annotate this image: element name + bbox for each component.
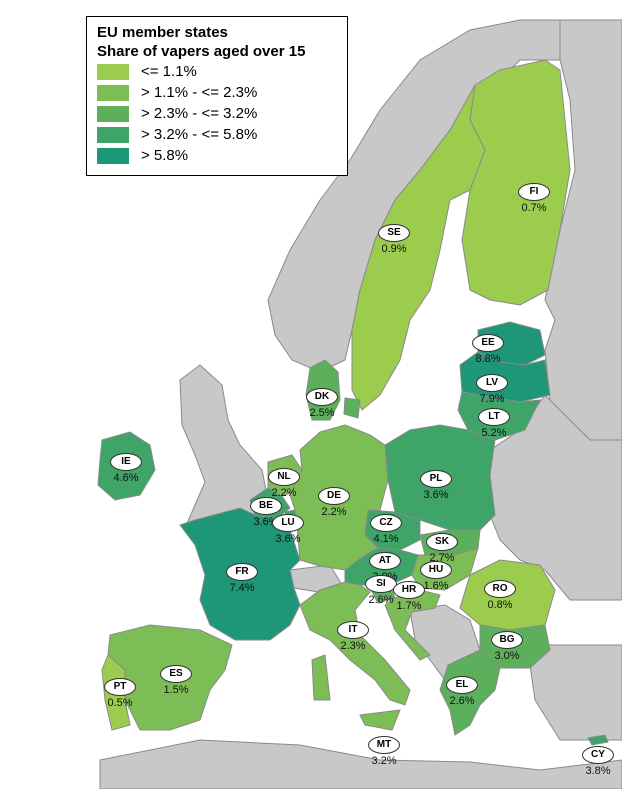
country-code: PL	[420, 470, 452, 488]
country-code: ES	[160, 665, 192, 683]
country-value: 0.5%	[107, 697, 133, 709]
country-label-BG: BG 3.0%	[485, 631, 529, 663]
country-value: 0.8%	[487, 599, 513, 611]
non-eu-land	[99, 19, 622, 789]
country-value: 3.6%	[423, 489, 449, 501]
country-code: IT	[337, 621, 369, 639]
country-label-CZ: CZ 4.1%	[364, 514, 408, 546]
land-turkey	[529, 644, 622, 741]
country-value: 2.6%	[449, 695, 475, 707]
country-label-DK: DK 2.5%	[300, 388, 344, 420]
country-value: 2.2%	[321, 506, 347, 518]
country-code: FI	[518, 183, 550, 201]
country-code: LU	[272, 514, 304, 532]
country-code: CZ	[370, 514, 402, 532]
legend-item: > 3.2% - <= 5.8%	[97, 124, 337, 145]
country-SE	[351, 84, 486, 411]
legend-item: > 1.1% - <= 2.3%	[97, 82, 337, 103]
country-value: 2.6%	[368, 594, 394, 606]
country-label-IE: IE 4.6%	[104, 453, 148, 485]
legend-swatch	[97, 147, 129, 164]
country-HR	[384, 589, 441, 661]
legend-swatch	[97, 63, 129, 80]
country-code: FR	[226, 563, 258, 581]
country-value: 2.5%	[309, 407, 335, 419]
country-value: 5.2%	[481, 427, 507, 439]
country-code: DE	[318, 487, 350, 505]
country-value: 1.5%	[163, 684, 189, 696]
country-value: 1.7%	[396, 600, 422, 612]
country-code: HR	[393, 581, 425, 599]
country-label-IT: IT 2.3%	[331, 621, 375, 653]
land-north-africa	[99, 739, 622, 789]
country-label-FR: FR 7.4%	[220, 563, 264, 595]
country-code: HU	[420, 561, 452, 579]
country-value: 1.6%	[423, 580, 449, 592]
country-code: PT	[104, 678, 136, 696]
country-label-SE: SE 0.9%	[372, 224, 416, 256]
legend-label: > 2.3% - <= 3.2%	[141, 105, 258, 122]
country-code: NL	[268, 468, 300, 486]
country-label-HU: HU 1.6%	[414, 561, 458, 593]
legend-swatch	[97, 126, 129, 143]
country-label-FI: FI 0.7%	[512, 183, 556, 215]
country-value: 3.0%	[494, 650, 520, 662]
country-value: 0.7%	[521, 202, 547, 214]
country-code: SK	[426, 533, 458, 551]
legend-label: > 5.8%	[141, 147, 189, 164]
country-label-RO: RO 0.8%	[478, 580, 522, 612]
country-value: 7.9%	[479, 393, 505, 405]
country-code: BG	[491, 631, 523, 649]
country-label-EL: EL 2.6%	[440, 676, 484, 708]
country-code: SE	[378, 224, 410, 242]
country-label-EE: EE 8.8%	[466, 334, 510, 366]
map-legend: EU member states Share of vapers aged ov…	[86, 16, 348, 176]
legend-swatch	[97, 105, 129, 122]
country-label-NL: NL 2.2%	[262, 468, 306, 500]
country-label-CY: CY 3.8%	[576, 746, 620, 778]
country-code: LV	[476, 374, 508, 392]
country-label-ES: ES 1.5%	[154, 665, 198, 697]
country-value: 4.1%	[373, 533, 399, 545]
country-label-DE: DE 2.2%	[312, 487, 356, 519]
country-code: AT	[369, 552, 401, 570]
country-value: 4.6%	[113, 472, 139, 484]
country-label-LT: LT 5.2%	[472, 408, 516, 440]
country-IT	[299, 581, 411, 731]
country-value: 3.2%	[371, 755, 397, 767]
country-value: 0.9%	[381, 243, 407, 255]
legend-title-line-1: EU member states	[97, 24, 228, 41]
country-label-LU: LU 3.6%	[266, 514, 310, 546]
country-label-MT: MT 3.2%	[362, 736, 406, 768]
legend-label: > 1.1% - <= 2.3%	[141, 84, 258, 101]
country-label-HR: HR 1.7%	[387, 581, 431, 613]
country-code: CY	[582, 746, 614, 764]
country-code: LT	[478, 408, 510, 426]
country-value: 7.4%	[229, 582, 255, 594]
country-label-LV: LV 7.9%	[470, 374, 514, 406]
legend-item: <= 1.1%	[97, 61, 337, 82]
country-CY	[587, 734, 609, 746]
country-code: IE	[110, 453, 142, 471]
country-value: 2.3%	[340, 640, 366, 652]
legend-label: <= 1.1%	[141, 63, 197, 80]
country-value: 3.6%	[275, 533, 301, 545]
country-value: 3.8%	[585, 765, 611, 777]
country-label-PL: PL 3.6%	[414, 470, 458, 502]
legend-title-line-2: Share of vapers aged over 15	[97, 43, 306, 60]
country-code: MT	[368, 736, 400, 754]
legend-item: > 2.3% - <= 3.2%	[97, 103, 337, 124]
country-code: BE	[250, 497, 282, 515]
legend-label: > 3.2% - <= 5.8%	[141, 126, 258, 143]
country-code: EE	[472, 334, 504, 352]
country-label-PT: PT 0.5%	[98, 678, 142, 710]
country-code: EL	[446, 676, 478, 694]
legend-swatch	[97, 84, 129, 101]
country-value: 8.8%	[475, 353, 501, 365]
country-code: DK	[306, 388, 338, 406]
legend-item: > 5.8%	[97, 145, 337, 166]
country-code: RO	[484, 580, 516, 598]
country-value: 2.2%	[271, 487, 297, 499]
